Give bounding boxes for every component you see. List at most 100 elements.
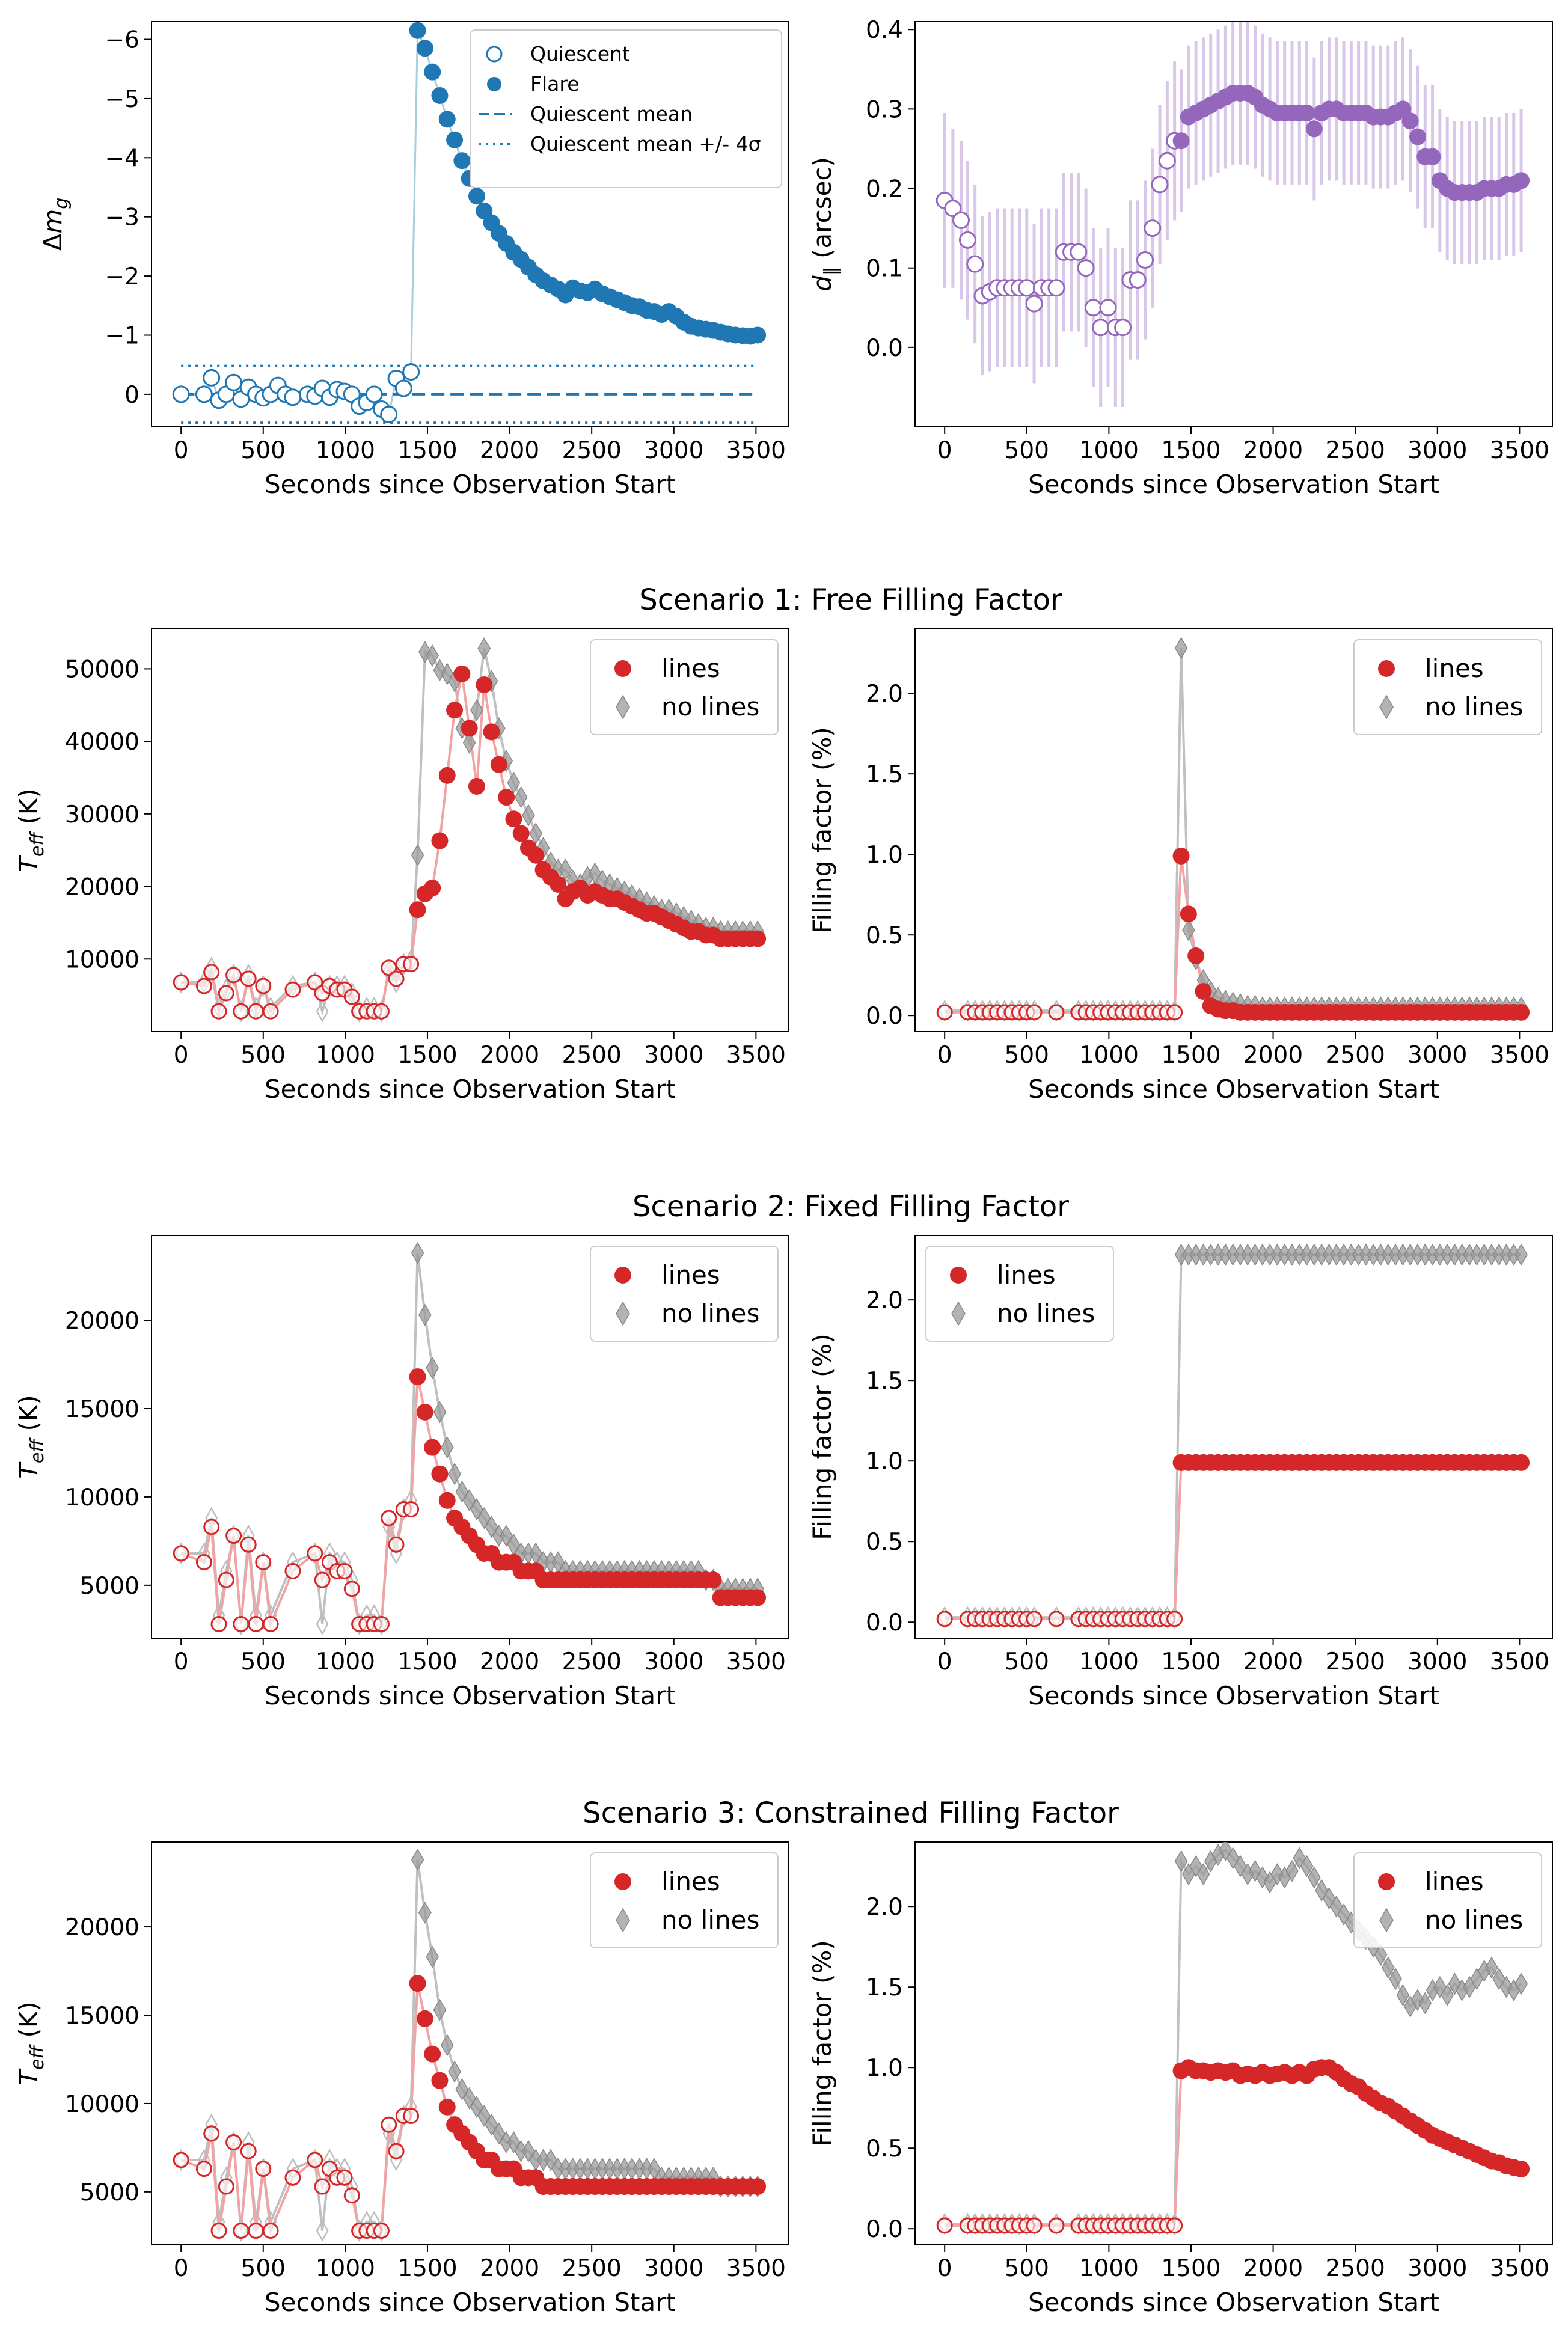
lines-flare-marker xyxy=(438,2098,456,2116)
legend-marker xyxy=(487,77,501,91)
lines-quiescent-marker xyxy=(195,978,212,994)
y-tick-label: −1 xyxy=(105,322,140,349)
y-tick-label: 0.0 xyxy=(866,2216,903,2243)
no-lines-flare-marker xyxy=(418,1303,432,1326)
x-tick-label: 3500 xyxy=(1490,2255,1549,2282)
no-lines-flare-marker xyxy=(470,699,483,721)
lines-flare-marker xyxy=(409,901,426,919)
lines-quiescent-marker xyxy=(1166,2217,1183,2234)
lines-quiescent-marker xyxy=(240,1536,257,1553)
x-axis-label: Seconds since Observation Start xyxy=(1028,470,1439,499)
no-lines-flare-marker xyxy=(462,2087,476,2110)
lines-quiescent-marker xyxy=(218,1571,234,1588)
lines-quiescent-marker xyxy=(173,2152,189,2168)
no-lines-flare-marker xyxy=(1389,1968,1402,1991)
lines-quiescent-marker xyxy=(373,2222,390,2239)
legend-label: lines xyxy=(997,1260,1056,1290)
lines-quiescent-marker xyxy=(203,2125,220,2142)
lines-flare-marker xyxy=(1513,2161,1530,2178)
no-lines-flare-marker xyxy=(1396,1984,1410,2007)
y-axis-label: d∥ (arcsec) xyxy=(807,157,842,292)
y-axis-label: Filling factor (%) xyxy=(807,1333,837,1540)
x-tick-label: 2500 xyxy=(1326,437,1385,464)
quiescent-point xyxy=(1158,151,1176,170)
no-lines-flare-marker xyxy=(477,2105,491,2127)
lines-flare-marker xyxy=(490,756,507,773)
lines-quiescent-marker xyxy=(195,2161,212,2177)
no-lines-flare-marker xyxy=(1293,1847,1306,1870)
x-tick-label: 500 xyxy=(241,1648,286,1675)
scenario-3-title: Scenario 3: Constrained Filling Factor xyxy=(583,1796,1119,1830)
y-tick-label: 5000 xyxy=(80,2179,139,2206)
quiescent-point xyxy=(1092,319,1110,337)
lines-flare-marker xyxy=(705,1571,722,1589)
no-lines-flare-marker xyxy=(470,1498,483,1520)
x-tick-label: 3000 xyxy=(644,1648,703,1675)
lines-quiescent-marker xyxy=(314,2178,331,2195)
no-lines-flare-marker xyxy=(1285,1859,1299,1882)
no-lines-flare-marker xyxy=(1485,1956,1498,1979)
x-tick-label: 2000 xyxy=(1243,437,1303,464)
lines-flare-marker xyxy=(476,676,493,693)
no-lines-flare-marker xyxy=(514,786,528,809)
lines-flare-marker xyxy=(1172,847,1190,865)
legend-label: lines xyxy=(661,1867,720,1896)
axes-frame xyxy=(151,1841,789,2245)
no-lines-flare-marker xyxy=(529,822,543,845)
legend-marker-no-lines xyxy=(616,1301,630,1326)
legend-label: Quiescent mean xyxy=(530,102,693,126)
legend-marker-no-lines xyxy=(616,1908,630,1933)
no-lines-flare-marker xyxy=(1448,1972,1462,1995)
lines-quiescent-marker xyxy=(307,1545,323,1562)
lines-flare-marker xyxy=(431,2072,449,2089)
lines-quiescent-marker xyxy=(936,1004,953,1021)
lines-quiescent-marker xyxy=(247,1615,264,1632)
flare-point xyxy=(468,188,485,205)
x-tick-label: 1500 xyxy=(397,1042,457,1069)
legend-marker-no-lines xyxy=(951,1301,966,1326)
lines-flare-marker xyxy=(1513,1454,1530,1471)
x-tick-label: 2000 xyxy=(480,437,539,464)
x-tick-label: 1000 xyxy=(316,437,375,464)
lines-quiescent-marker xyxy=(284,981,301,998)
quiescent-point xyxy=(1136,251,1154,269)
x-tick-label: 2000 xyxy=(1243,2255,1303,2282)
y-tick-label: −5 xyxy=(105,86,140,113)
y-tick-label: 0.2 xyxy=(866,176,903,203)
x-tick-label: 3500 xyxy=(1490,437,1549,464)
x-tick-label: 1500 xyxy=(1161,1648,1220,1675)
quiescent-point xyxy=(1144,219,1162,237)
quiescent-point xyxy=(944,200,962,218)
y-tick-label: 0.0 xyxy=(866,1003,903,1030)
no-lines-flare-marker xyxy=(1196,1863,1210,1886)
no-lines-flare-marker xyxy=(477,1507,491,1529)
lines-quiescent-marker xyxy=(218,2178,234,2195)
lines-quiescent-marker xyxy=(195,1554,212,1571)
chart-s1_teff: 0 500 1000 1500 2000 2500 3000 3500 10000 20000 30… xyxy=(14,628,789,1104)
lines-quiescent-marker xyxy=(1026,1004,1043,1021)
lines-quiescent-marker xyxy=(240,2143,257,2159)
quiescent-point xyxy=(402,363,420,381)
lines-quiescent-marker xyxy=(284,1562,301,1579)
y-tick-label: 2.0 xyxy=(866,1287,903,1314)
no-lines-flare-marker xyxy=(433,1401,447,1424)
x-tick-label: 500 xyxy=(241,437,286,464)
legend-label: lines xyxy=(1425,653,1484,683)
lines-flare-marker xyxy=(409,1368,426,1386)
plot-area xyxy=(173,1848,767,2242)
no-lines-flare-marker xyxy=(1411,1989,1424,2012)
y-tick-label: 2.0 xyxy=(866,1894,903,1921)
legend-marker-lines xyxy=(1378,660,1395,677)
y-tick-label: 0.4 xyxy=(866,17,903,44)
lines-flare-marker xyxy=(749,930,767,947)
chart-mag: 0 500 1000 1500 2000 2500 3000 3500 −6 −5 −4 −3 −2 −1… xyxy=(38,21,789,499)
no-lines-flare-marker xyxy=(1270,1863,1284,1886)
x-tick-label: 2500 xyxy=(1326,1648,1385,1675)
lines-flare-marker xyxy=(431,1465,449,1483)
quiescent-point xyxy=(1077,259,1095,277)
lines-flare-marker xyxy=(468,777,485,795)
lines-quiescent-marker xyxy=(284,2169,301,2186)
quiescent-point xyxy=(380,405,398,423)
no-lines-flare-marker xyxy=(455,2078,469,2101)
lines-flare-marker xyxy=(749,2178,767,2196)
